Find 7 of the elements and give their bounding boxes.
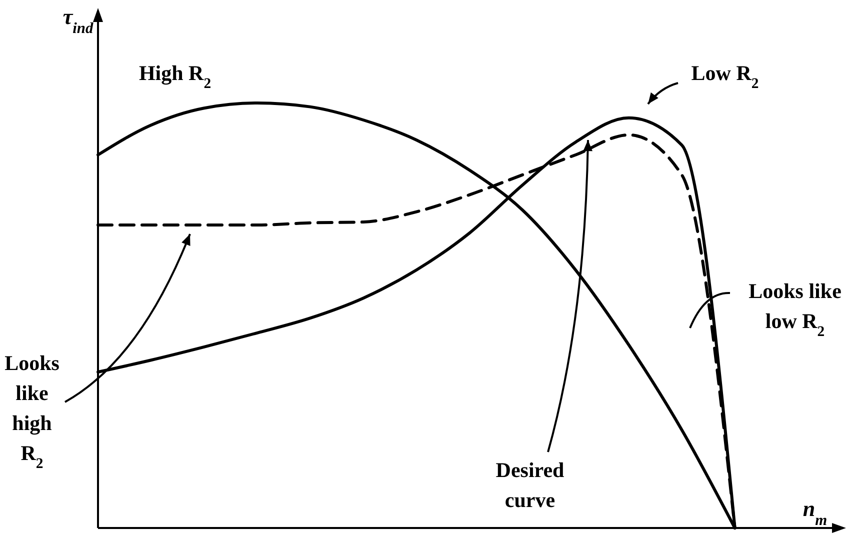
text: Low R$_{2}$: [691, 61, 759, 92]
annotation: Looks like low R$_{2}$: [748, 279, 842, 340]
y-axis-title: τ$_{ind}$: [62, 4, 94, 36]
series-label: High R$_{2}$: [138, 61, 212, 92]
x-axis-title: n$_{m}$: [802, 496, 828, 528]
text: Looks like high R$_{2}$: [4, 351, 60, 472]
annotation: Desired curve: [496, 458, 565, 512]
